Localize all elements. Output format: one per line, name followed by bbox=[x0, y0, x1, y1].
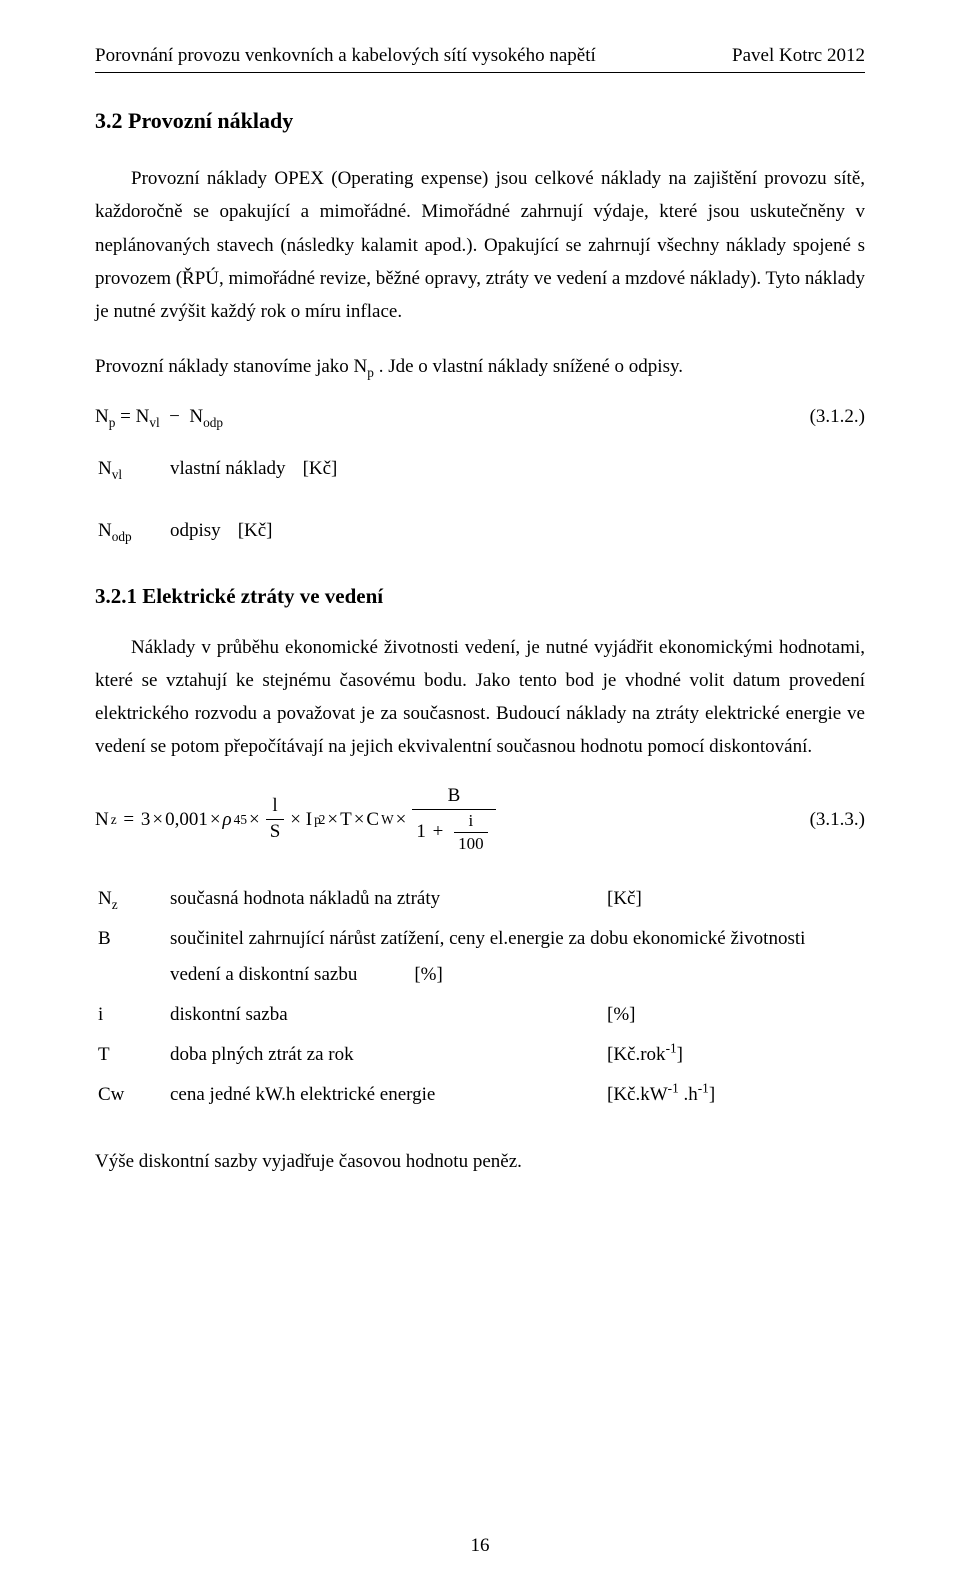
var-Cw-symbol: Cw bbox=[97, 1076, 167, 1114]
eq-312-number: (3.1.2.) bbox=[810, 406, 865, 428]
section-3-2-1-para1: Náklady v průběhu ekonomické životnosti … bbox=[95, 631, 865, 764]
table-row: Cw cena jedné kW.h elektrické energie [K… bbox=[97, 1076, 863, 1114]
vars-312: Nvl vlastní náklady [Kč] bbox=[95, 448, 353, 490]
closing-sentence: Výše diskontní sazby vyjadřuje časovou h… bbox=[95, 1145, 865, 1178]
frac-den-s: S bbox=[266, 819, 285, 843]
var-nodp-desc: odpisy bbox=[169, 512, 235, 550]
para2-before: Provozní náklady stanovíme jako N bbox=[95, 356, 367, 377]
table-row: Nz současná hodnota nákladů na ztráty [K… bbox=[97, 880, 863, 918]
var-B-symbol: B bbox=[97, 920, 167, 994]
var-nodp-unit: [Kč] bbox=[237, 512, 287, 550]
var-i-symbol: i bbox=[97, 996, 167, 1034]
B-den: 1 + i 100 bbox=[412, 809, 495, 854]
var-nodp-symbol: Nodp bbox=[97, 512, 167, 550]
var-T-desc: doba plných ztrát za rok bbox=[169, 1036, 604, 1074]
var-Cw-desc: cena jedné kW.h elektrické energie bbox=[169, 1076, 604, 1114]
var-nz-symbol: Nz bbox=[97, 880, 167, 918]
var-T-symbol: T bbox=[97, 1036, 167, 1074]
table-row: B součinitel zahrnující nárůst zatížení,… bbox=[97, 920, 863, 994]
table-row: i diskontní sazba [%] bbox=[97, 996, 863, 1034]
Cw-unit-post: ] bbox=[709, 1084, 715, 1105]
var-B-desc-text: součinitel zahrnující nárůst zatížení, c… bbox=[170, 928, 805, 985]
para2-sub-p: p bbox=[367, 365, 374, 380]
table-row: T doba plných ztrát za rok [Kč.rok-1] bbox=[97, 1036, 863, 1074]
para2-after: . Jde o vlastní náklady snížené o odpisy… bbox=[374, 356, 683, 377]
equation-3-1-3: Nz = 3 × 0,001 × ρ45 × l S × Ip2 × T × C… bbox=[95, 786, 865, 854]
Cw-var: C bbox=[366, 809, 379, 831]
var-nvl-symbol: Nvl bbox=[97, 450, 167, 488]
eq-313-number: (3.1.3.) bbox=[810, 809, 865, 831]
hundred-den: 100 bbox=[454, 832, 488, 854]
B-num: B bbox=[444, 786, 465, 809]
Cw-unit-sup2: -1 bbox=[698, 1081, 709, 1096]
Cw-unit-pre: [Kč.kW bbox=[607, 1084, 668, 1105]
vars-312-b: Nodp odpisy [Kč] bbox=[95, 510, 289, 552]
vars-313: Nz současná hodnota nákladů na ztráty [K… bbox=[95, 878, 865, 1117]
section-3-2-heading: 3.2 Provozní náklady bbox=[95, 108, 865, 134]
page-number: 16 bbox=[0, 1535, 960, 1557]
section-3-2-para2: Provozní náklady stanovíme jako Np . Jde… bbox=[95, 350, 865, 383]
T-var: T bbox=[340, 809, 352, 831]
eq-313-body: Nz = 3 × 0,001 × ρ45 × l S × Ip2 × T × C… bbox=[95, 786, 810, 854]
equation-3-1-2: Np = Nvl − Nodp (3.1.2.) bbox=[95, 406, 865, 428]
var-nz-unit: [Kč] bbox=[606, 880, 863, 918]
header-right: Pavel Kotrc 2012 bbox=[732, 45, 865, 67]
page: Porovnání provozu venkovních a kabelovýc… bbox=[0, 0, 960, 1585]
Cw-unit-sup1: -1 bbox=[668, 1081, 679, 1096]
section-3-2-1-heading: 3.2.1 Elektrické ztráty ve vedení bbox=[95, 584, 865, 609]
rho-symbol: ρ bbox=[223, 809, 232, 831]
var-Cw-unit: [Kč.kW-1 .h-1] bbox=[606, 1076, 863, 1114]
frac-num-l: l bbox=[268, 796, 281, 819]
T-unit-pre: [Kč.rok bbox=[607, 1044, 666, 1065]
running-header: Porovnání provozu venkovních a kabelovýc… bbox=[95, 45, 865, 73]
i-num: i bbox=[464, 812, 477, 833]
frac-i-over-100: i 100 bbox=[454, 812, 488, 854]
eq-312-body: Np = Nvl − Nodp bbox=[95, 406, 810, 428]
factor-0001: 0,001 bbox=[165, 809, 208, 831]
T-unit-post: ] bbox=[677, 1044, 683, 1065]
var-i-desc: diskontní sazba bbox=[169, 996, 604, 1034]
var-B-desc: součinitel zahrnující nárůst zatížení, c… bbox=[169, 920, 863, 994]
var-i-unit: [%] bbox=[606, 996, 863, 1034]
header-left: Porovnání provozu venkovních a kabelovýc… bbox=[95, 45, 596, 67]
one: 1 bbox=[416, 822, 426, 843]
var-nvl-desc: vlastní náklady bbox=[169, 450, 300, 488]
var-T-unit: [Kč.rok-1] bbox=[606, 1036, 863, 1074]
var-nvl-unit: [Kč] bbox=[302, 450, 352, 488]
var-nz-desc: současná hodnota nákladů na ztráty bbox=[169, 880, 604, 918]
T-unit-sup: -1 bbox=[666, 1041, 677, 1056]
table-row: Nvl vlastní náklady [Kč] bbox=[97, 450, 351, 488]
frac-B-over-1plus: B 1 + i 100 bbox=[412, 786, 495, 854]
table-row: Nodp odpisy [Kč] bbox=[97, 512, 287, 550]
Cw-unit-mid: .h bbox=[679, 1084, 698, 1105]
var-B-unit: [%] bbox=[414, 964, 442, 985]
frac-l-over-s: l S bbox=[266, 796, 285, 843]
section-3-2-para1: Provozní náklady OPEX (Operating expense… bbox=[95, 162, 865, 328]
const-3: 3 bbox=[141, 809, 151, 831]
